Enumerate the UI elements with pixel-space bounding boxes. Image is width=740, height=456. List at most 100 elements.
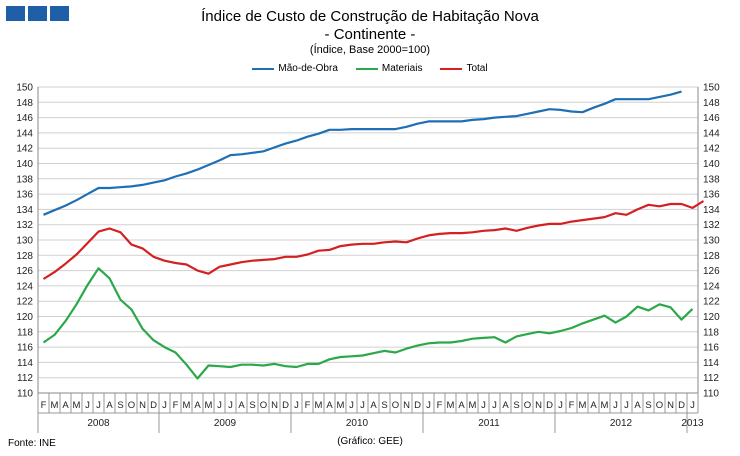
x-tick-label: O	[128, 400, 135, 411]
x-tick-label: F	[305, 400, 311, 411]
year-label: 2011	[478, 418, 500, 429]
legend-label: Total	[466, 63, 488, 74]
x-tick-label: A	[106, 400, 113, 411]
x-tick-label: S	[513, 400, 519, 411]
x-tick-label: A	[370, 400, 377, 411]
x-tick-label: J	[349, 400, 354, 411]
y-tick-label-right: 146	[703, 113, 720, 124]
y-tick-label-left: 130	[16, 236, 33, 247]
series-line-materiais	[42, 267, 694, 380]
y-tick-label-right: 110	[703, 389, 719, 400]
year-label: 2008	[87, 418, 110, 429]
x-tick-label: S	[249, 400, 255, 411]
y-tick-label-right: 128	[703, 251, 720, 262]
y-tick-label-left: 140	[16, 159, 33, 170]
year-label: 2010	[346, 418, 369, 429]
y-tick-label-right: 118	[703, 327, 719, 338]
y-tick-label-left: 120	[16, 312, 33, 323]
x-tick-label: A	[326, 400, 333, 411]
credit-note: (Gráfico: GEE)	[337, 436, 403, 447]
x-tick-label: M	[469, 400, 477, 411]
x-tick-label: S	[117, 400, 123, 411]
x-tick-label: A	[238, 400, 245, 411]
x-tick-label: J	[481, 400, 486, 411]
legend-swatch	[440, 67, 463, 70]
x-tick-label: N	[667, 400, 674, 411]
x-tick-label: N	[535, 400, 542, 411]
x-tick-label: J	[162, 400, 167, 411]
y-tick-label-left: 148	[16, 98, 33, 109]
source-note: Fonte: INE	[8, 438, 56, 449]
y-tick-label-left: 138	[16, 174, 33, 185]
year-label: 2013	[681, 418, 704, 429]
y-tick-label-right: 132	[703, 220, 720, 231]
y-tick-label-right: 120	[703, 312, 720, 323]
y-tick-label-right: 148	[703, 98, 720, 109]
y-tick-label-left: 126	[16, 266, 33, 277]
x-tick-label: F	[569, 400, 575, 411]
legend-item-materiais: Materiais	[355, 63, 422, 74]
x-tick-label: F	[437, 400, 443, 411]
legend-item-total: Total	[440, 63, 488, 74]
y-tick-label-right: 136	[703, 190, 720, 201]
x-tick-label: F	[173, 400, 179, 411]
logo-block-3	[50, 6, 69, 21]
year-label: 2009	[214, 418, 237, 429]
x-tick-label: M	[183, 400, 191, 411]
logo-block-1	[6, 6, 25, 21]
legend-swatch	[355, 67, 378, 70]
y-tick-label-right: 140	[703, 159, 720, 170]
x-tick-label: M	[601, 400, 609, 411]
y-tick-label-right: 124	[703, 281, 720, 292]
y-tick-label-left: 112	[17, 373, 33, 384]
x-tick-label: D	[546, 400, 553, 411]
x-tick-label: A	[590, 400, 597, 411]
y-tick-label-left: 144	[16, 128, 33, 139]
chart-legend: Mão-de-Obra Materiais Total	[0, 63, 740, 74]
y-tick-label-right: 130	[703, 236, 720, 247]
chart-subtitle: - Continente -	[324, 26, 416, 43]
year-label: 2012	[610, 418, 633, 429]
x-tick-label: M	[579, 400, 587, 411]
x-tick-label: M	[315, 400, 323, 411]
x-tick-label: N	[139, 400, 146, 411]
x-tick-label: O	[524, 400, 531, 411]
series-line-m-o-de-obra	[43, 90, 682, 216]
y-tick-label-left: 132	[16, 220, 33, 231]
y-tick-label-right: 138	[703, 174, 720, 185]
y-tick-label-right: 142	[703, 144, 720, 155]
chart-unit: (Índice, Base 2000=100)	[309, 44, 431, 56]
y-tick-label-right: 150	[703, 83, 720, 94]
x-tick-label: D	[414, 400, 421, 411]
x-tick-label: M	[205, 400, 213, 411]
x-tick-label: J	[85, 400, 90, 411]
x-tick-label: J	[360, 400, 365, 411]
x-tick-label: A	[502, 400, 509, 411]
x-tick-label: A	[634, 400, 641, 411]
x-tick-label: D	[282, 400, 289, 411]
x-tick-label: D	[678, 400, 685, 411]
y-tick-label-left: 150	[16, 83, 33, 94]
x-tick-label: J	[228, 400, 233, 411]
brand-logo	[6, 6, 69, 21]
x-tick-label: D	[150, 400, 157, 411]
x-tick-label: S	[645, 400, 651, 411]
y-tick-label-left: 110	[17, 389, 33, 400]
x-tick-label: F	[41, 400, 47, 411]
y-tick-label-left: 128	[16, 251, 33, 262]
y-tick-label-right: 122	[703, 297, 720, 308]
y-tick-label-right: 116	[703, 343, 719, 354]
x-tick-label: J	[96, 400, 101, 411]
x-tick-label: A	[194, 400, 201, 411]
y-tick-label-left: 118	[17, 327, 33, 338]
series-line-total	[42, 200, 705, 280]
y-tick-label-left: 116	[17, 343, 33, 354]
x-tick-label: J	[613, 400, 618, 411]
x-tick-label: J	[217, 400, 222, 411]
y-tick-label-left: 134	[16, 205, 33, 216]
x-tick-label: N	[271, 400, 278, 411]
x-tick-label: M	[73, 400, 81, 411]
legend-item-mao-de-obra: Mão-de-Obra	[252, 63, 338, 74]
y-tick-label-left: 124	[16, 281, 33, 292]
